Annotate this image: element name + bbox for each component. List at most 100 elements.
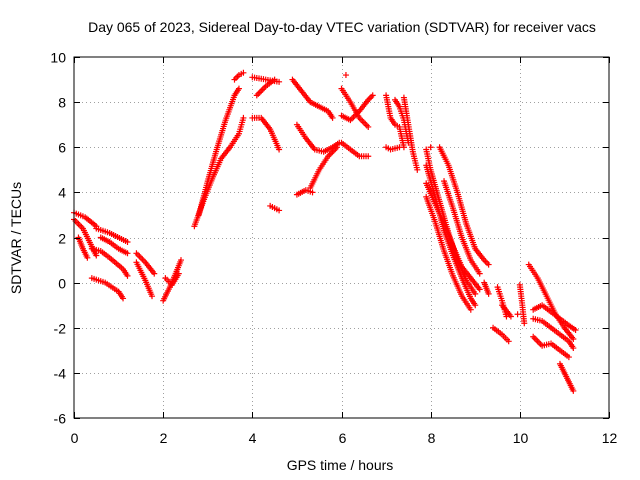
data-track: [383, 144, 403, 153]
data-point: [365, 153, 372, 160]
data-track: [436, 144, 492, 268]
data-track: [231, 69, 247, 83]
data-point: [276, 146, 283, 153]
data-point: [124, 239, 131, 246]
data-point: [467, 306, 474, 313]
data-point: [271, 76, 278, 83]
y-tick-label: 4: [58, 185, 66, 201]
data-track: [88, 275, 127, 302]
data-point: [151, 270, 158, 277]
data-track: [530, 315, 577, 352]
data-point: [485, 261, 492, 268]
data-track: [342, 72, 349, 79]
data-point: [124, 250, 131, 257]
data-point: [507, 313, 514, 320]
data-track: [427, 144, 434, 151]
plot-frame: [73, 56, 610, 419]
data-track: [514, 311, 521, 318]
data-track: [556, 360, 577, 394]
data-point: [476, 270, 483, 277]
y-tick-label: -2: [54, 321, 67, 337]
x-axis-ticks: 0 2 4 6 8 10 12: [71, 57, 618, 446]
data-point: [93, 252, 100, 259]
y-tick-label: 2: [58, 231, 66, 247]
data-track: [490, 324, 512, 345]
data-point: [521, 320, 528, 327]
data-point: [240, 114, 247, 121]
y-tick-label: 0: [58, 276, 66, 292]
data-point: [149, 293, 156, 300]
x-tick-label: 10: [513, 430, 529, 446]
data-point: [178, 257, 184, 264]
data-points: [71, 69, 579, 394]
data-point: [309, 189, 316, 196]
data-point: [124, 272, 131, 279]
data-track: [88, 245, 131, 279]
data-point: [514, 311, 521, 318]
data-track: [400, 94, 421, 173]
data-point: [120, 295, 127, 302]
x-tick-label: 12: [602, 430, 618, 446]
data-point: [472, 302, 479, 309]
data-track: [423, 162, 479, 309]
data-point: [505, 338, 512, 345]
data-point: [276, 207, 283, 214]
y-axis-label: SDTVAR / TECUs: [8, 182, 24, 294]
data-track: [162, 270, 182, 288]
data-track: [195, 85, 242, 218]
data-track: [383, 92, 407, 151]
data-track: [530, 302, 579, 334]
data-point: [476, 286, 483, 293]
data-track: [71, 209, 100, 230]
y-tick-label: -6: [54, 411, 67, 427]
data-track: [253, 76, 278, 99]
data-track: [307, 144, 341, 191]
data-point: [396, 144, 403, 151]
data-point: [565, 354, 572, 361]
data-point: [84, 254, 91, 261]
data-track: [133, 259, 156, 300]
data-track: [441, 178, 483, 277]
data-point: [570, 387, 577, 394]
data-track: [267, 202, 283, 214]
data-point: [369, 92, 376, 99]
data-track: [249, 114, 283, 153]
y-tick-label: 8: [58, 95, 66, 111]
data-point: [485, 290, 492, 297]
data-point: [240, 69, 247, 76]
x-tick-label: 8: [428, 430, 436, 446]
data-track: [516, 281, 528, 327]
data-point: [427, 144, 434, 151]
data-track: [423, 180, 483, 293]
y-tick-label: 6: [58, 140, 66, 156]
x-tick-label: 2: [160, 430, 168, 446]
y-tick-label: -4: [54, 366, 67, 382]
chart-title: Day 065 of 2023, Sidereal Day-to-day VTE…: [88, 19, 596, 35]
data-point: [570, 336, 577, 343]
data-point: [572, 327, 579, 334]
data-track: [97, 234, 131, 257]
data-point: [570, 345, 577, 352]
x-tick-label: 0: [71, 430, 79, 446]
data-track: [499, 302, 514, 320]
data-track: [93, 225, 131, 246]
data-point: [342, 72, 349, 79]
data-track: [133, 250, 158, 277]
data-track: [289, 76, 336, 121]
data-point: [235, 85, 242, 92]
data-track: [530, 333, 572, 361]
data-track: [481, 279, 492, 297]
data-point: [365, 123, 372, 130]
data-point: [329, 114, 336, 121]
data-point: [472, 290, 479, 297]
data-point: [334, 144, 341, 151]
data-point: [414, 166, 421, 173]
x-tick-label: 4: [249, 430, 257, 446]
data-track: [338, 139, 372, 160]
data-track: [75, 234, 91, 261]
x-tick-label: 6: [339, 430, 347, 446]
y-tick-label: 10: [50, 50, 66, 66]
y-axis-ticks: -6 -4 -2 0 2 4 6 8 10: [50, 50, 609, 427]
